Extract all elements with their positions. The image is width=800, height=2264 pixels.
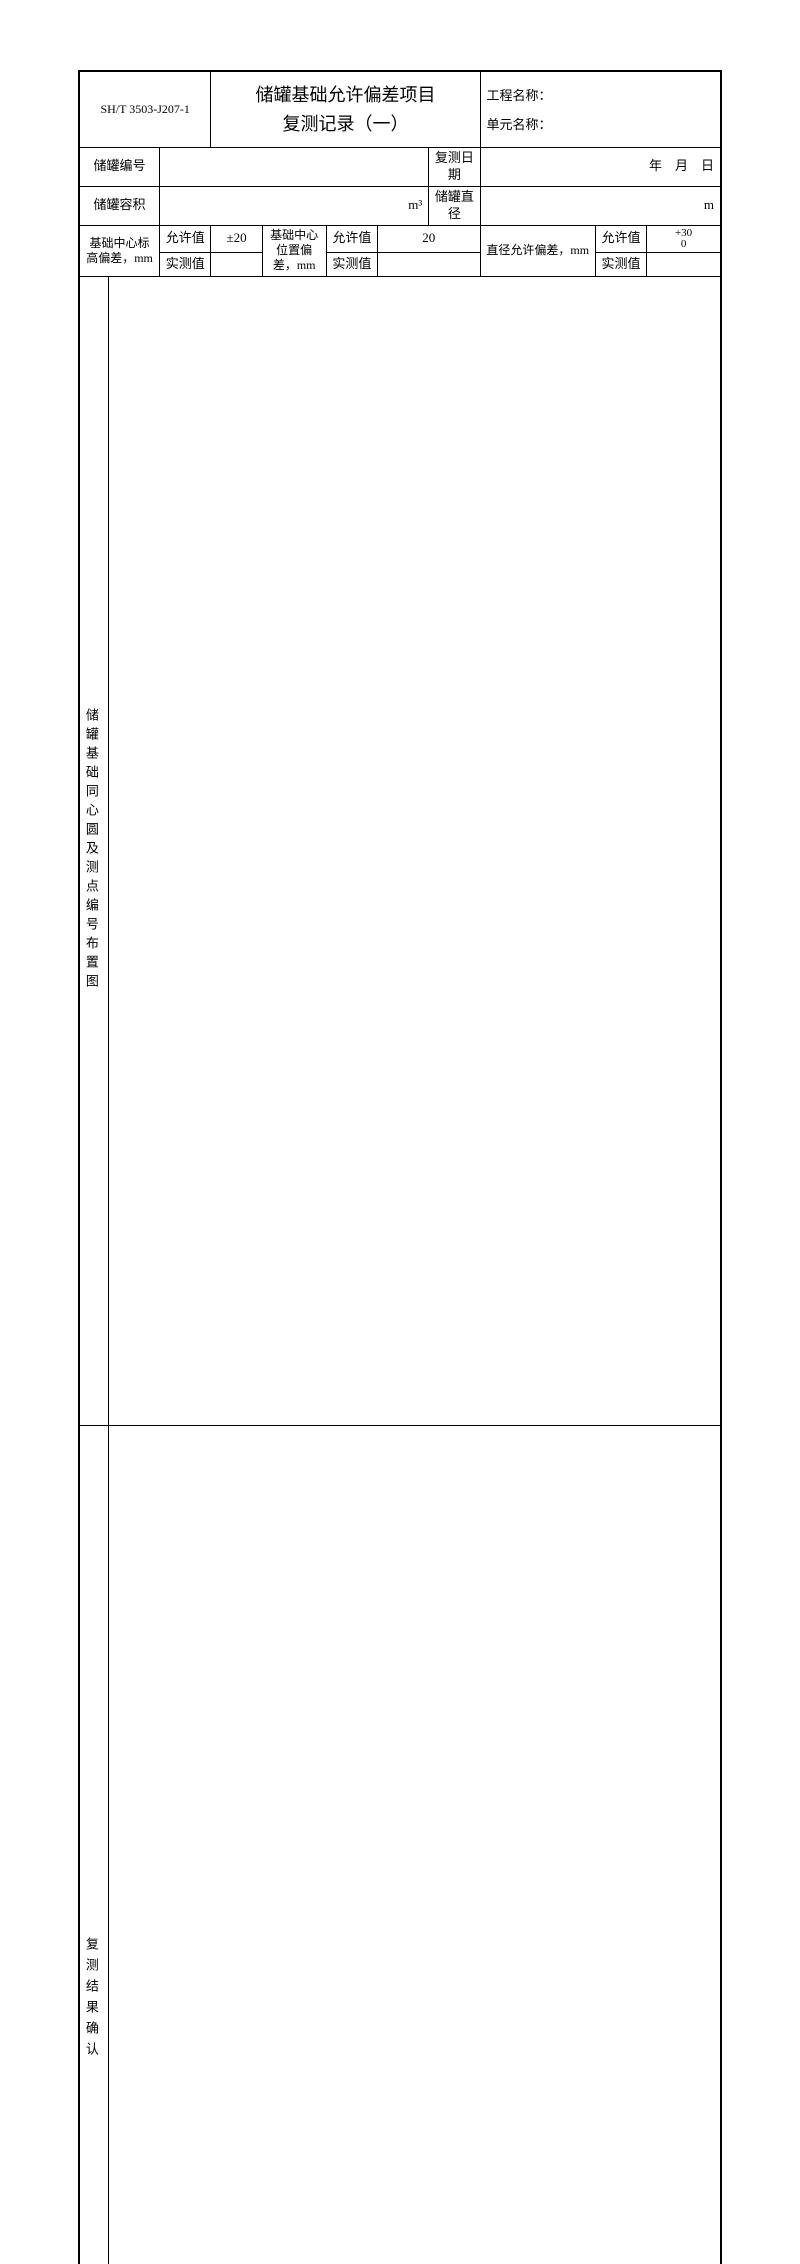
measured-label-1: 实测值 [160, 252, 211, 276]
foundation-elev-label: 基础中心标高偏差，mm [80, 225, 160, 276]
unit-name-label: 单元名称： [487, 117, 552, 132]
diameter-dev-label: 直径允许偏差，mm [480, 225, 595, 276]
confirm-area[interactable] [108, 1425, 720, 2264]
project-name-label: 工程名称： [487, 88, 552, 103]
allow-val-2: 20 [378, 225, 481, 252]
diagram-section-label: 储罐基础同心圆及测点编号布置图 [80, 276, 109, 1425]
diagram-area[interactable] [108, 276, 720, 1425]
project-info: 工程名称： 单元名称： [480, 72, 720, 148]
measured-val-1[interactable] [211, 252, 262, 276]
tank-diameter-value[interactable]: m [480, 186, 720, 225]
confirm-section-label: 复测结果确认 [80, 1425, 109, 2264]
retest-date-value[interactable]: 年 月 日 [480, 148, 720, 187]
allow-label-3: 允许值 [595, 225, 646, 252]
confirm-label-text: 复测结果确认 [82, 1434, 99, 2264]
tank-no-value[interactable] [160, 148, 429, 187]
allow-val3-bot: 0 [681, 238, 687, 250]
retest-date-label: 复测日期 [429, 148, 480, 187]
diagram-label-text: 储罐基础同心圆及测点编号布置图 [82, 285, 99, 1417]
main-table: SH/T 3503-J207-1 储罐基础允许偏差项目 复测记录（一） 工程名称… [79, 71, 721, 2264]
foundation-pos-label: 基础中心位置偏差，mm [262, 225, 326, 276]
measured-val-2[interactable] [378, 252, 481, 276]
tank-volume-value[interactable]: m³ [160, 186, 429, 225]
title-line2: 复测记录（一） [282, 114, 408, 134]
month-char: 月 [675, 158, 688, 173]
tank-volume-label: 储罐容积 [80, 186, 160, 225]
doc-code: SH/T 3503-J207-1 [80, 72, 211, 148]
allow-label-2: 允许值 [326, 225, 377, 252]
form-title: 储罐基础允许偏差项目 复测记录（一） [211, 72, 480, 148]
form-container: SH/T 3503-J207-1 储罐基础允许偏差项目 复测记录（一） 工程名称… [78, 70, 722, 2264]
allow-label-1: 允许值 [160, 225, 211, 252]
year-char: 年 [649, 158, 662, 173]
measured-val-3[interactable] [647, 252, 721, 276]
diameter-unit: m [704, 197, 714, 212]
tank-diameter-label: 储罐直径 [429, 186, 480, 225]
allow-val-3: +30 0 [647, 225, 721, 252]
measured-label-3: 实测值 [595, 252, 646, 276]
day-char: 日 [701, 158, 714, 173]
tank-no-label: 储罐编号 [80, 148, 160, 187]
volume-unit: m³ [408, 197, 422, 212]
measured-label-2: 实测值 [326, 252, 377, 276]
title-line1: 储罐基础允许偏差项目 [255, 85, 435, 105]
allow-val-1: ±20 [211, 225, 262, 252]
